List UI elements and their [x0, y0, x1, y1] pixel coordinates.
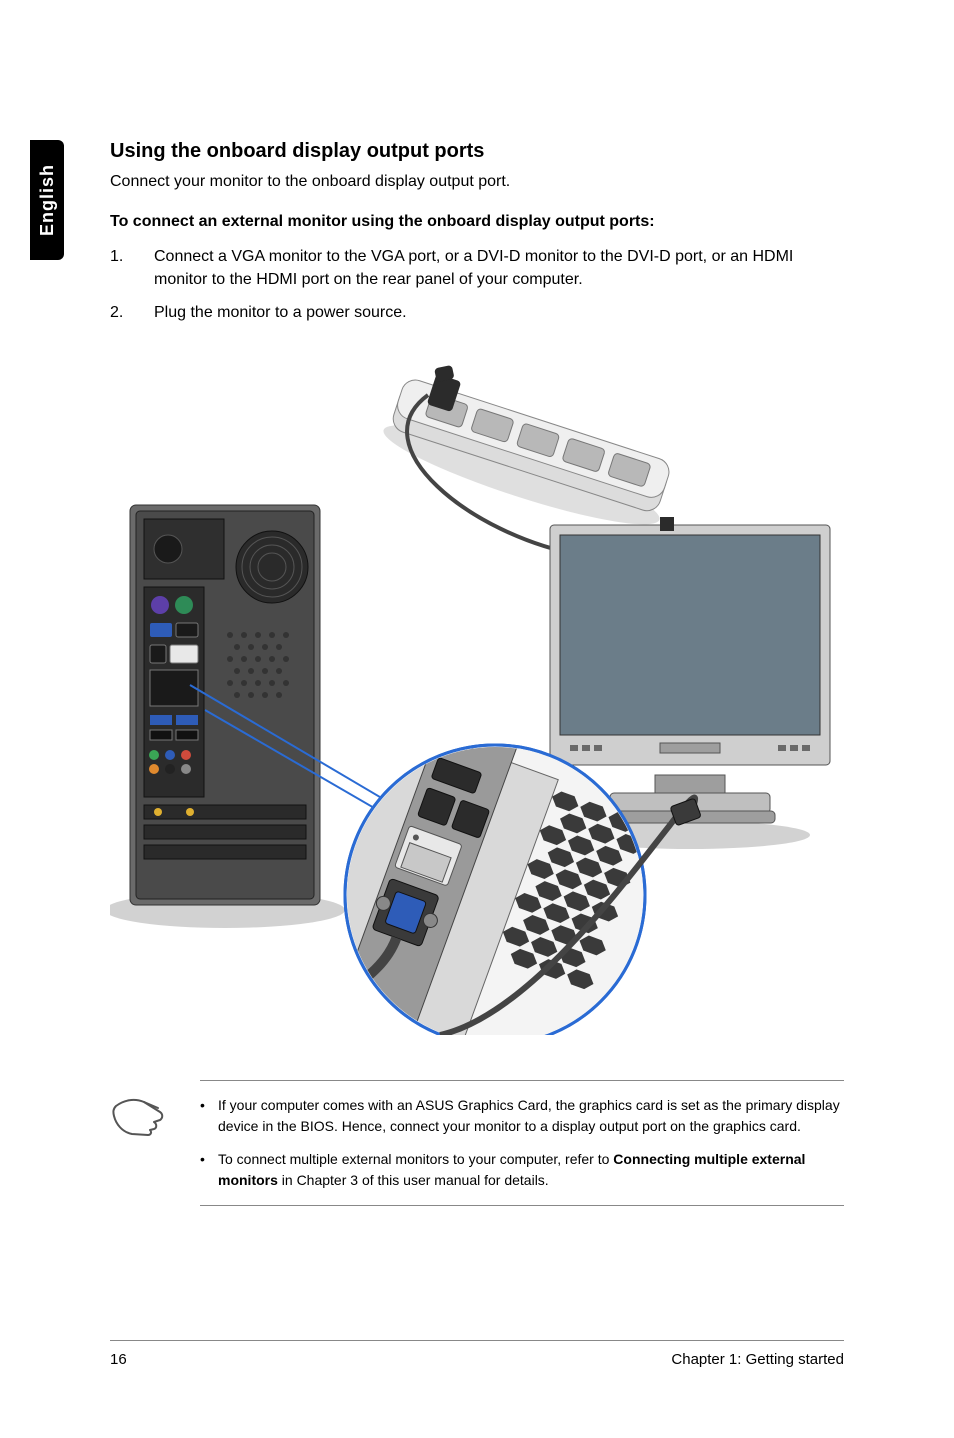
- step-number: 1.: [110, 245, 154, 291]
- step-text: Plug the monitor to a power source.: [154, 301, 844, 324]
- section-intro: Connect your monitor to the onboard disp…: [110, 173, 844, 191]
- note-text: To connect multiple external monitors to…: [218, 1151, 613, 1167]
- language-tab: English: [30, 140, 64, 260]
- connection-diagram: [110, 355, 844, 1035]
- section-title: Using the onboard display output ports: [110, 140, 844, 163]
- note-body: • If your computer comes with an ASUS Gr…: [200, 1080, 844, 1206]
- step-item: 2. Plug the monitor to a power source.: [110, 301, 844, 324]
- section-subhead: To connect an external monitor using the…: [110, 213, 844, 231]
- note-text: in Chapter 3 of this user manual for det…: [278, 1172, 549, 1188]
- language-tab-label: English: [37, 164, 58, 236]
- page-number: 16: [110, 1351, 127, 1368]
- bullet-icon: •: [200, 1149, 218, 1191]
- bullet-icon: •: [200, 1095, 218, 1137]
- step-item: 1. Connect a VGA monitor to the VGA port…: [110, 245, 844, 291]
- step-number: 2.: [110, 301, 154, 324]
- note-block: • If your computer comes with an ASUS Gr…: [110, 1080, 844, 1206]
- note-item: • To connect multiple external monitors …: [200, 1149, 844, 1191]
- note-icon-wrap: [110, 1080, 200, 1147]
- step-text: Connect a VGA monitor to the VGA port, o…: [154, 245, 844, 291]
- steps-list: 1. Connect a VGA monitor to the VGA port…: [110, 245, 844, 325]
- note-text: If your computer comes with an ASUS Grap…: [218, 1097, 840, 1134]
- page-footer: 16 Chapter 1: Getting started: [110, 1340, 844, 1368]
- pc-tower-rear-icon: [110, 505, 345, 928]
- note-item: • If your computer comes with an ASUS Gr…: [200, 1095, 844, 1137]
- hand-pointer-icon: [110, 1092, 168, 1142]
- manual-page: English Using the onboard display output…: [0, 0, 954, 1438]
- chapter-label: Chapter 1: Getting started: [671, 1351, 844, 1368]
